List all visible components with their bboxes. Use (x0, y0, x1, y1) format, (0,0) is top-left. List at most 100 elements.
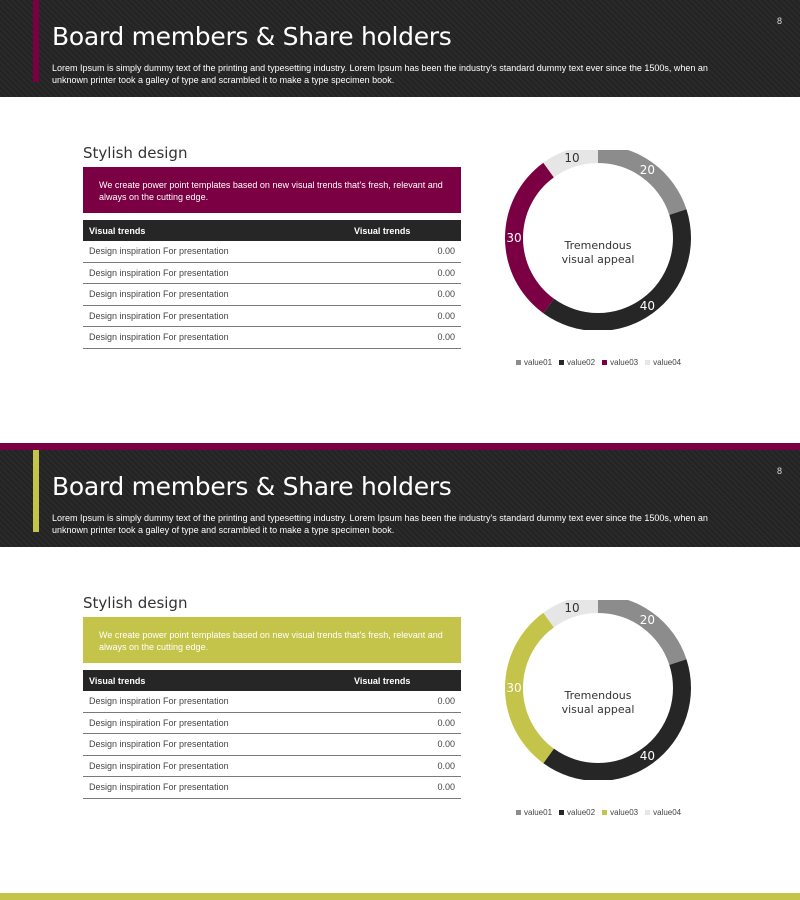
table-cell-label: Design inspiration For presentation (83, 712, 348, 734)
header-accent-bar (33, 450, 39, 532)
table-cell-value: 0.00 (348, 326, 461, 349)
table-row: Design inspiration For presentation 0.00 (83, 755, 461, 777)
table-header-row: Visual trends Visual trends (83, 220, 461, 241)
donut-chart: 20 40 30 10 Tremendous visual appeal (498, 600, 698, 780)
slide-header: Board members & Share holders Lorem Ipsu… (0, 450, 800, 547)
donut-slice-value04 (543, 150, 598, 178)
trends-table: Visual trends Visual trends Design inspi… (83, 220, 461, 349)
slide-header: Board members & Share holders Lorem Ipsu… (0, 0, 800, 97)
slide: Board members & Share holders Lorem Ipsu… (0, 0, 800, 450)
table-cell-value: 0.00 (348, 755, 461, 777)
donut-data-label: 40 (640, 299, 655, 313)
legend-item: value03 (602, 358, 638, 367)
donut-data-label: 20 (640, 163, 655, 177)
chart-center-label: visual appeal (562, 253, 635, 266)
table-header-cell: Visual trends (83, 670, 348, 691)
table-cell-value: 0.00 (348, 262, 461, 284)
table-cell-label: Design inspiration For presentation (83, 755, 348, 777)
slide-title: Board members & Share holders (52, 472, 452, 501)
table-cell-value: 0.00 (348, 712, 461, 734)
donut-data-label: 30 (506, 681, 521, 695)
donut-slice-value01 (598, 600, 687, 665)
table-cell-label: Design inspiration For presentation (83, 326, 348, 349)
donut-data-label: 10 (564, 151, 579, 165)
legend-label: value02 (567, 358, 596, 367)
donut-data-label: 30 (506, 231, 521, 245)
table-header-cell: Visual trends (348, 670, 461, 691)
legend-item: value04 (645, 808, 681, 817)
legend-swatch (645, 810, 651, 815)
slide-subtitle: Lorem Ipsum is simply dummy text of the … (52, 513, 708, 535)
section-heading: Stylish design (83, 144, 188, 162)
legend-item: value04 (645, 358, 681, 367)
table-row: Design inspiration For presentation 0.00 (83, 733, 461, 756)
legend-swatch (559, 810, 565, 815)
table-cell-value: 0.00 (348, 241, 461, 263)
donut-slice-value03 (505, 612, 554, 764)
legend-label: value01 (524, 808, 553, 817)
donut-slice-value02 (543, 659, 691, 780)
chart-legend: value01 value02 value03 value04 (516, 358, 716, 367)
legend-swatch (559, 360, 565, 365)
table-header-row: Visual trends Visual trends (83, 670, 461, 691)
legend-swatch (602, 810, 608, 815)
table-cell-label: Design inspiration For presentation (83, 283, 348, 306)
intro-box: We create power point templates based on… (83, 167, 461, 213)
legend-item: value02 (559, 358, 595, 367)
table-cell-label: Design inspiration For presentation (83, 262, 348, 284)
table-cell-label: Design inspiration For presentation (83, 733, 348, 756)
table-cell-value: 0.00 (348, 733, 461, 756)
legend-swatch (516, 810, 521, 815)
table-row: Design inspiration For presentation 0.00 (83, 262, 461, 284)
slide: Board members & Share holders Lorem Ipsu… (0, 450, 800, 900)
donut-chart-svg: 20 40 30 10 Tremendous visual appeal (505, 600, 691, 780)
legend-item: value02 (559, 808, 595, 817)
legend-label: value02 (567, 808, 596, 817)
table-cell-label: Design inspiration For presentation (83, 241, 348, 263)
table-cell-value: 0.00 (348, 691, 461, 713)
donut-data-label: 20 (640, 613, 655, 627)
section-heading: Stylish design (83, 594, 188, 612)
table-cell-label: Design inspiration For presentation (83, 305, 348, 327)
legend-item: value01 (516, 808, 552, 817)
header-accent-bar (33, 0, 39, 82)
slide-bottom-strip (0, 443, 800, 450)
table-row: Design inspiration For presentation 0.00 (83, 283, 461, 306)
slide-title: Board members & Share holders (52, 22, 452, 51)
page-number: 8 (776, 16, 782, 26)
legend-item: value03 (602, 808, 638, 817)
chart-legend: value01 value02 value03 value04 (516, 808, 716, 817)
donut-slice-value02 (543, 209, 691, 330)
table-row: Design inspiration For presentation 0.00 (83, 326, 461, 349)
legend-swatch (602, 360, 608, 365)
table-row: Design inspiration For presentation 0.00 (83, 776, 461, 799)
page-number: 8 (776, 466, 782, 476)
legend-item: value01 (516, 358, 552, 367)
chart-center-label: Tremendous (563, 239, 631, 252)
table-row: Design inspiration For presentation 0.00 (83, 305, 461, 327)
table-row: Design inspiration For presentation 0.00 (83, 712, 461, 734)
donut-chart: 20 40 30 10 Tremendous visual appeal (498, 150, 698, 330)
legend-label: value04 (653, 358, 682, 367)
trends-table: Visual trends Visual trends Design inspi… (83, 670, 461, 799)
legend-swatch (516, 360, 521, 365)
slide-bottom-strip (0, 893, 800, 900)
table-cell-value: 0.00 (348, 283, 461, 306)
table-cell-value: 0.00 (348, 305, 461, 327)
chart-center-label: visual appeal (562, 703, 635, 716)
donut-chart-svg: 20 40 30 10 Tremendous visual appeal (505, 150, 691, 330)
legend-label: value03 (610, 358, 639, 367)
legend-label: value01 (524, 358, 553, 367)
table-cell-value: 0.00 (348, 776, 461, 799)
slide-subtitle: Lorem Ipsum is simply dummy text of the … (52, 63, 708, 85)
table-row: Design inspiration For presentation 0.00 (83, 241, 461, 263)
legend-label: value04 (653, 808, 682, 817)
table-header-cell: Visual trends (83, 220, 348, 241)
legend-swatch (645, 360, 651, 365)
donut-slice-value04 (543, 600, 598, 628)
chart-center-label: Tremendous (563, 689, 631, 702)
table-row: Design inspiration For presentation 0.00 (83, 691, 461, 713)
table-cell-label: Design inspiration For presentation (83, 691, 348, 713)
table-header-cell: Visual trends (348, 220, 461, 241)
